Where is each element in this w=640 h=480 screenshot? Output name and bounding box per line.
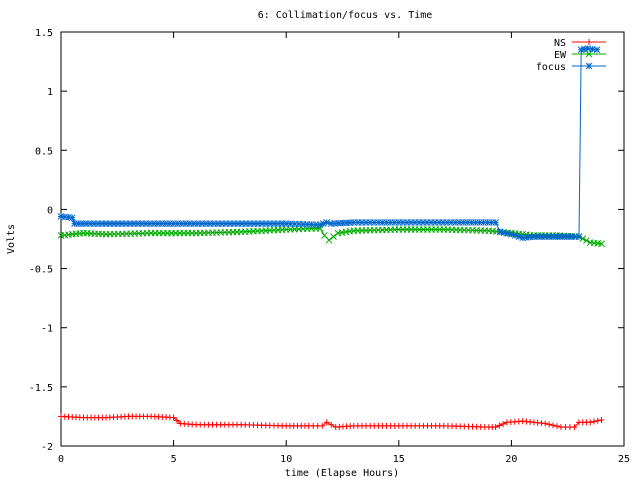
y-tick-label: 1.5 [35,28,53,39]
series-point [496,422,503,429]
legend-label: EW [554,50,567,61]
y-axis-label: Volts [6,224,17,254]
series-point [593,46,601,54]
series-point [323,219,331,226]
x-tick-label: 10 [280,454,292,465]
series-point [598,240,605,248]
series-point [170,414,177,421]
series-point [587,419,594,426]
y-tick-label: 0.5 [35,146,53,157]
legend-label: NS [554,38,566,49]
series-point [546,421,553,428]
series-point [511,232,519,239]
series-point [323,419,330,426]
x-tick-label: 25 [618,454,630,465]
y-tick-label: -0.5 [29,265,53,276]
series-point [319,422,326,429]
legend-marker [585,62,593,70]
y-tick-label: -1 [41,324,53,335]
series-point [492,219,499,226]
y-tick-label: 1 [47,87,53,98]
chart-title: 6: Collimation/focus vs. Time [258,10,433,21]
series-layer [57,45,605,431]
series-point [554,423,561,430]
x-axis-label: time (Elapse Hours) [285,468,399,479]
series-point [583,237,590,244]
series-point [584,45,592,52]
legend-label: focus [536,62,566,73]
series-point [383,219,390,226]
series-point [515,233,523,240]
series-point [598,416,605,423]
x-tick-label: 20 [505,454,517,465]
y-tick-label: -2 [41,442,53,453]
legend-marker [586,39,592,45]
plot-frame [60,31,625,447]
series-point [508,230,515,238]
series-point [330,233,337,240]
y-tick-label: 0 [47,205,53,216]
y-tick-label: -1.5 [29,383,53,394]
series-point [325,236,333,244]
series-point [173,417,180,424]
series-focus [57,45,601,242]
x-tick-label: 0 [58,454,64,465]
series-point [571,424,578,431]
series-point [500,420,507,427]
series-point [590,418,597,425]
series-point [542,420,549,427]
series-point [594,417,601,424]
axis-ticks: 0 5 10 15 20 25 -2 -1.5 -1 -0.5 0 0.5 1 1.5 [29,28,630,465]
series-point [68,214,76,222]
legend-marker [585,50,593,58]
x-tick-label: 5 [171,454,177,465]
series-line [60,48,598,239]
series-point [492,424,499,431]
series-point [550,422,557,429]
series-NS [58,413,605,431]
series-point [575,233,583,240]
series-point [328,421,335,428]
x-tick-label: 15 [393,454,405,465]
